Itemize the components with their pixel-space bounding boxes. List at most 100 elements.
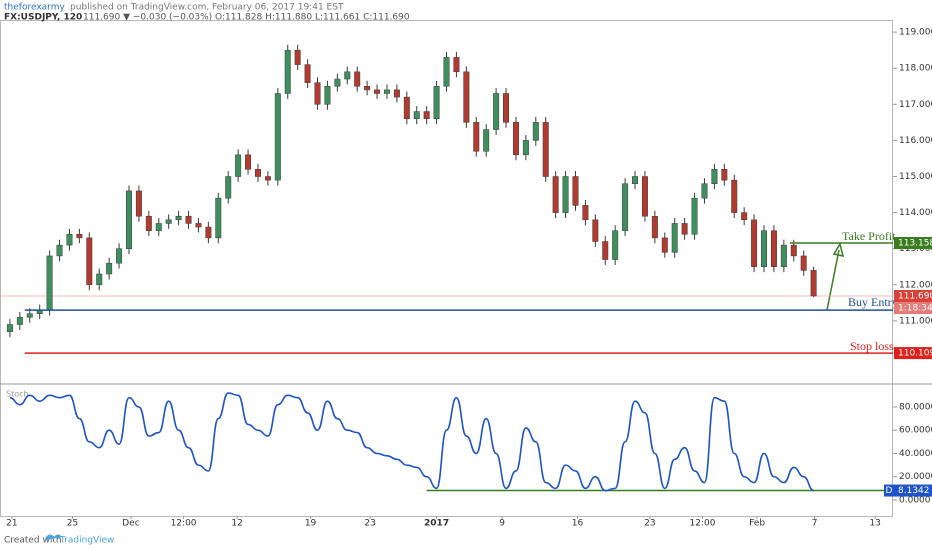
candle-body [205, 226, 212, 239]
level-price-label: 113.158 [898, 239, 932, 249]
x-tick-label: Feb [749, 519, 765, 529]
candle-body [651, 215, 658, 239]
candle-body [800, 255, 807, 271]
candle-body [751, 219, 758, 268]
candle-body [116, 248, 123, 264]
x-tick-label: 12 [231, 519, 242, 529]
candle-body [126, 190, 132, 249]
candle-body [493, 93, 500, 130]
y-tick-label: 115.000 [899, 172, 932, 182]
candle-body [612, 230, 619, 260]
y2-tick-label: 0.0000 [899, 496, 931, 506]
x-tick-label: 12:00 [171, 519, 197, 529]
candle-body [741, 212, 748, 221]
symbol: FX:USDJPY, 120 [4, 13, 82, 23]
candle-body [602, 241, 609, 260]
candle-body [155, 223, 162, 231]
logo [46, 534, 62, 540]
candle-body [562, 176, 569, 213]
candle-body [453, 57, 460, 73]
candle-body [532, 122, 539, 141]
level-price-label: 110.109 [898, 349, 932, 359]
countdown-label: 1:18:34 [898, 303, 932, 313]
x-tick-label: 23 [364, 519, 375, 529]
candle-body [145, 215, 152, 231]
candle-body [195, 223, 202, 228]
candle-body [274, 93, 281, 181]
candle-body [403, 96, 410, 119]
candle-body [443, 57, 450, 87]
y-tick-label: 119.000 [899, 28, 932, 38]
candle-body [542, 122, 549, 177]
published: published on TradingView.com, February 0… [70, 3, 344, 13]
candle-body [26, 313, 33, 318]
candle-body [225, 176, 232, 199]
candle-body [314, 82, 321, 105]
candle-body [790, 244, 797, 257]
candle-body [622, 183, 629, 231]
candle-body [235, 154, 242, 177]
candle-body [522, 140, 529, 156]
candle-body [135, 190, 142, 217]
y-tick-label: 112.000 [899, 280, 932, 290]
arrow-head [832, 242, 845, 257]
plot-frame [0, 20, 893, 517]
candle-body [245, 154, 252, 170]
candle-body [76, 234, 83, 239]
candle-body [175, 215, 182, 221]
candle-body [671, 223, 678, 253]
candle-body [334, 78, 341, 87]
stoch-value-label: 8.1342 [898, 486, 930, 496]
candle-body [374, 89, 381, 94]
candle-body [284, 49, 291, 94]
x-tick-label: 23 [644, 519, 655, 529]
level-name: Stop loss [850, 339, 894, 353]
candle-body [711, 169, 718, 184]
y2-tick-label: 40.0000 [899, 449, 932, 459]
candle-body [473, 122, 480, 152]
candle-body [6, 324, 13, 332]
indicator-name: Stoch [6, 390, 29, 399]
y2-tick-label: 60.0000 [899, 426, 932, 436]
quote: 111.690 ▼ −0.030 (−0.03%) O:111.828 H:11… [83, 13, 410, 23]
author: theforexarmy [4, 3, 65, 13]
countdown-box [894, 301, 932, 314]
candle-body [512, 122, 519, 156]
y-tick-label: 118.000 [899, 64, 932, 74]
candle-body [344, 71, 351, 80]
y-tick-label: 111.000 [899, 316, 932, 326]
x-tick-label: Dec [122, 519, 139, 529]
candle-body [413, 111, 420, 119]
candle-body [433, 86, 440, 119]
candle-body [552, 176, 559, 213]
candle-body [264, 176, 271, 181]
y2-tick-label: 20.0000 [899, 472, 932, 482]
y-tick-label: 117.000 [899, 100, 932, 110]
level-price-box [894, 347, 932, 360]
candle-body [393, 89, 400, 98]
candle-body [641, 176, 648, 217]
footer: Created with [4, 536, 62, 546]
stoch-value-box [894, 484, 932, 497]
x-tick-label: 25 [67, 519, 78, 529]
candle-body [691, 197, 698, 235]
candle-body [592, 219, 599, 242]
candle-body [324, 86, 331, 105]
candle-body [86, 237, 93, 286]
candle-body [463, 71, 470, 123]
y-tick-label: 116.000 [899, 136, 932, 146]
x-tick-label: 19 [305, 519, 317, 529]
level-name: Buy Entry [848, 295, 898, 309]
candle-body [383, 89, 390, 94]
candle-body [16, 317, 23, 325]
candle-body [66, 234, 73, 246]
x-tick-label: 7 [812, 519, 818, 529]
candle-body [96, 273, 103, 286]
x-tick-label: 16 [572, 519, 584, 529]
candle-body [46, 255, 53, 311]
candle-body [572, 176, 579, 206]
arrow [826, 249, 840, 311]
level-name: Take Profit [842, 229, 896, 243]
candle-body [215, 197, 222, 239]
